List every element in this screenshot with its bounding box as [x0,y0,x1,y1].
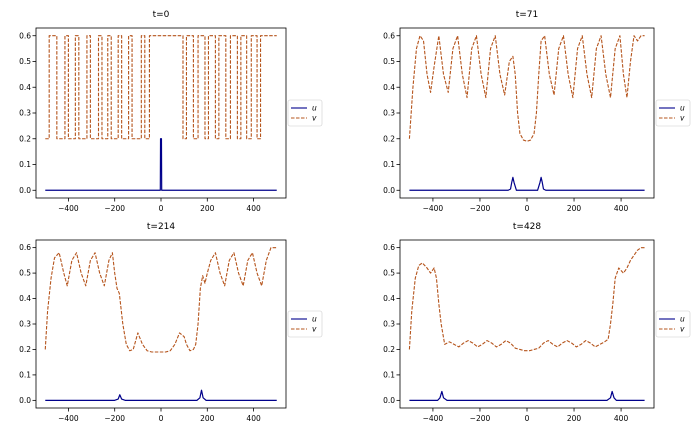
chart-title: t=71 [516,10,539,20]
chart-panel-4: t=428 −400 −200 0 200 400 0.0 0.1 0.2 0.3 0.4 0.5 0.… [383,222,691,423]
series-line-v [408,247,645,352]
y-tick-label: 0.0 [383,396,395,405]
y-tick-label: 0.6 [383,31,395,40]
series-line-v [408,35,645,142]
y-tick-label: 0.5 [19,57,31,66]
x-tick-label: −200 [470,414,491,423]
x-tick-label: 200 [567,204,582,213]
legend: uv [655,99,691,127]
y-tick-label: 0.1 [19,371,31,380]
y-tick-label: 0.2 [19,345,31,354]
y-tick-label: 0.4 [383,83,395,92]
x-tick-label: 200 [200,414,215,423]
chart-panel-2: t=71 −400 −200 0 200 400 0.0 0.1 0.2 0.3 0.4 0.5 0.6… [383,10,691,213]
axes-frame [35,27,287,199]
y-tick-label: 0.5 [383,269,395,278]
legend-label-u: u [680,104,685,113]
series-line-u [409,390,645,401]
x-tick-label: −400 [423,414,444,423]
chart-title: t=428 [513,222,542,232]
x-tick-label: −200 [104,204,125,213]
legend-label-v: v [680,325,685,334]
axes-frame [35,239,287,409]
y-tick-label: 0.3 [383,320,395,329]
legend-label-u: u [312,104,317,113]
x-tick-label: 200 [200,204,215,213]
x-tick-label: 0 [159,204,164,213]
y-tick-label: 0.6 [383,243,395,252]
y-tick-label: 0.1 [383,160,395,169]
chart-title: t=214 [147,222,176,232]
y-tick-label: 0.4 [19,83,31,92]
x-tick-label: 400 [246,414,261,423]
series-line-v [45,35,277,140]
chart-panel-3: t=214 −400 −200 0 200 400 0.0 0.1 0.2 0.3 0.4 0.5 0.… [19,222,323,423]
y-tick-label: 0.6 [19,31,31,40]
legend: uv [287,99,323,127]
x-tick-label: 0 [525,204,530,213]
legend-label-v: v [312,325,317,334]
y-tick-label: 0.2 [383,345,395,354]
y-tick-label: 0.3 [19,320,31,329]
x-tick-label: 0 [159,414,164,423]
y-tick-label: 0.0 [383,186,395,195]
series-line-v [44,247,277,353]
y-tick-label: 0.5 [19,269,31,278]
series-line-u [45,389,277,401]
legend-box [655,310,691,338]
x-tick-label: 200 [567,414,582,423]
x-tick-label: −400 [58,414,79,423]
x-tick-label: 400 [614,204,629,213]
legend: uv [655,310,691,338]
y-tick-label: 0.5 [383,57,395,66]
y-tick-label: 0.3 [383,109,395,118]
y-tick-label: 0.2 [383,134,395,143]
legend-box [287,99,323,127]
series-line-u [409,176,645,191]
legend-label-u: u [680,315,685,324]
legend-label-u: u [312,315,317,324]
x-tick-label: −400 [423,204,444,213]
legend: uv [287,310,323,338]
x-tick-label: 400 [246,204,261,213]
y-tick-label: 0.1 [19,160,31,169]
legend-box [287,310,323,338]
chart-title: t=0 [153,10,170,20]
x-tick-label: −400 [58,204,79,213]
legend-label-v: v [680,114,685,123]
legend-label-v: v [312,114,317,123]
x-tick-label: −200 [104,414,125,423]
y-tick-label: 0.1 [383,371,395,380]
y-tick-label: 0.4 [19,294,31,303]
chart-panel-1: t=0 −400 −200 0 200 400 0.0 0.1 0.2 0.3 0.4 0.5 0.6 u… [19,10,323,213]
y-tick-label: 0.6 [19,243,31,252]
series-line-u [45,138,277,191]
x-tick-label: 0 [525,414,530,423]
axes-frame [399,27,655,199]
y-tick-label: 0.4 [383,294,395,303]
x-tick-label: 400 [614,414,629,423]
legend-box [655,99,691,127]
y-tick-label: 0.0 [19,396,31,405]
y-tick-label: 0.3 [19,109,31,118]
y-tick-label: 0.0 [19,186,31,195]
axes-frame [399,239,655,409]
y-tick-label: 0.2 [19,134,31,143]
x-tick-label: −200 [470,204,491,213]
